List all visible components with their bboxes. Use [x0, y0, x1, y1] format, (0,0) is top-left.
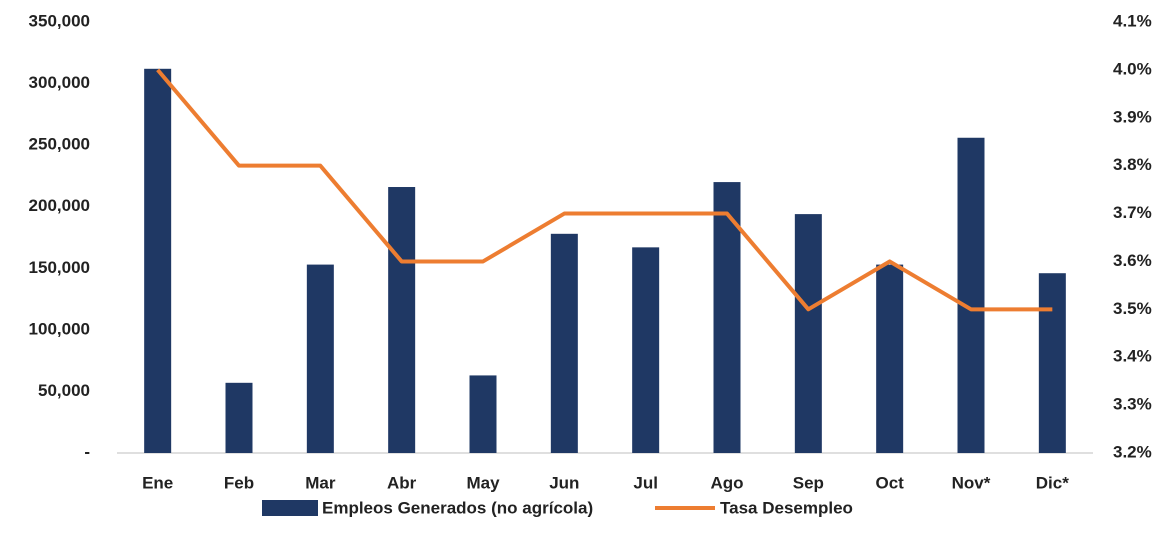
x-tick-label: Feb — [224, 473, 254, 492]
x-tick-label: Abr — [387, 473, 417, 492]
y2-tick-label: 3.8% — [1113, 155, 1152, 174]
y2-tick-label: 3.4% — [1113, 347, 1152, 366]
x-tick-label: Sep — [793, 473, 824, 492]
bar — [632, 247, 660, 453]
bar — [225, 382, 253, 453]
y2-tick-label: 3.3% — [1113, 395, 1152, 414]
y2-tick-label: 3.7% — [1113, 203, 1152, 222]
y-tick-label: - — [84, 442, 90, 461]
x-tick-label: Jul — [633, 473, 658, 492]
y-tick-label: 200,000 — [29, 196, 90, 215]
y-tick-label: 100,000 — [29, 319, 90, 338]
x-tick-label: Mar — [305, 473, 336, 492]
legend-swatch — [262, 500, 318, 516]
bar — [876, 264, 904, 453]
x-tick-label: Oct — [875, 473, 904, 492]
line — [156, 68, 1053, 312]
bar — [388, 187, 416, 454]
bar — [550, 233, 578, 453]
y2-tick-label: 4.1% — [1113, 11, 1152, 30]
y-tick-label: 50,000 — [38, 381, 90, 400]
bar — [957, 137, 985, 454]
y2-tick-label: 3.6% — [1113, 251, 1152, 270]
bar — [144, 68, 172, 454]
legend-label: Tasa Desempleo — [720, 498, 853, 517]
x-tick-label: Nov* — [952, 473, 991, 492]
y-tick-label: 300,000 — [29, 73, 90, 92]
legend-label: Empleos Generados (no agrícola) — [322, 498, 593, 517]
x-tick-label: May — [466, 473, 500, 492]
y2-tick-label: 4.0% — [1113, 59, 1152, 78]
bar — [794, 214, 822, 453]
bar — [469, 375, 497, 453]
y2-tick-label: 3.9% — [1113, 107, 1152, 126]
y2-tick-label: 3.5% — [1113, 299, 1152, 318]
x-tick-label: Ene — [142, 473, 173, 492]
bar — [306, 264, 334, 453]
x-tick-label: Dic* — [1036, 473, 1069, 492]
y-tick-label: 350,000 — [29, 11, 90, 30]
bar — [1038, 273, 1066, 453]
y-tick-label: 150,000 — [29, 258, 90, 277]
y2-tick-label: 3.2% — [1113, 442, 1152, 461]
y-tick-label: 250,000 — [29, 135, 90, 154]
x-tick-label: Ago — [710, 473, 743, 492]
x-tick-label: Jun — [549, 473, 579, 492]
